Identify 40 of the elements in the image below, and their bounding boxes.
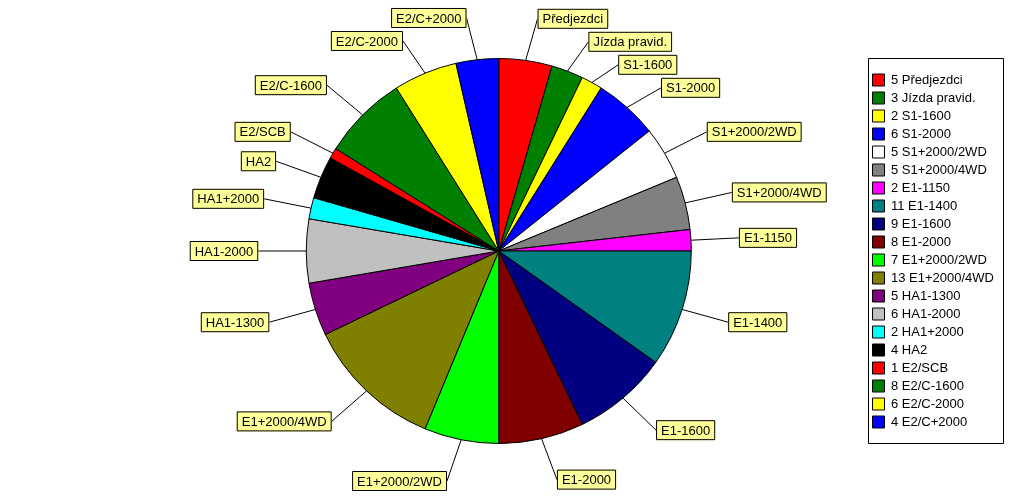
legend-label: 7 E1+2000/2WD (891, 251, 987, 267)
legend-label: 2 E1-1150 (891, 179, 951, 195)
text: E1+2000/4WD (241, 413, 327, 429)
legend-label: 2 S1-1600 (891, 107, 952, 123)
text: HA1-2000 (194, 243, 254, 259)
text: E1-2000 (561, 472, 612, 488)
text: HA2 (245, 153, 272, 169)
text: Jízda pravid. (593, 34, 668, 50)
text: E2/C+2000 (396, 10, 462, 26)
legend-label: 6 S1-2000 (891, 125, 952, 141)
text: E2/C-2000 (335, 33, 399, 49)
text: S1+2000/2WD (711, 124, 797, 140)
legend-label: 4 E2/C+2000 (891, 413, 968, 429)
text: E1-1400 (733, 314, 783, 330)
text: E2/C-1600 (259, 77, 322, 93)
text: S1-1600 (623, 57, 673, 73)
text: E1-1600 (661, 422, 711, 438)
text: E1+2000/2WD (357, 473, 443, 489)
legend-label: 5 S1+2000/2WD (891, 143, 987, 159)
legend-label: 5 S1+2000/4WD (891, 161, 987, 177)
text: HA1+2000 (197, 191, 260, 207)
legend-label: 9 E1-1600 (891, 215, 952, 231)
legend-label: 6 E2/C-2000 (891, 395, 965, 411)
text: E2/SCB (239, 124, 286, 140)
text: HA1-1300 (205, 314, 265, 330)
text: E1-1150 (743, 230, 793, 246)
text: S1+2000/4WD (736, 185, 822, 201)
legend-label: 6 HA1-2000 (891, 305, 961, 321)
legend-label: 5 Předjezdci (891, 71, 963, 87)
legend-label: 4 HA2 (891, 341, 928, 357)
legend-label: 8 E2/C-1600 (891, 377, 965, 393)
legend-label: 13 E1+2000/4WD (891, 269, 994, 285)
text: Předjezdci (542, 11, 604, 27)
legend-label: 5 HA1-1300 (891, 287, 961, 303)
legend-label: 8 E1-2000 (891, 233, 952, 249)
legend-label: 1 E2/SCB (891, 359, 949, 375)
text: S1-2000 (666, 80, 716, 96)
legend-label: 2 HA1+2000 (891, 323, 964, 339)
legend-label: 11 E1-1400 (891, 197, 958, 213)
legend-label: 3 Jízda pravid. (891, 89, 976, 105)
